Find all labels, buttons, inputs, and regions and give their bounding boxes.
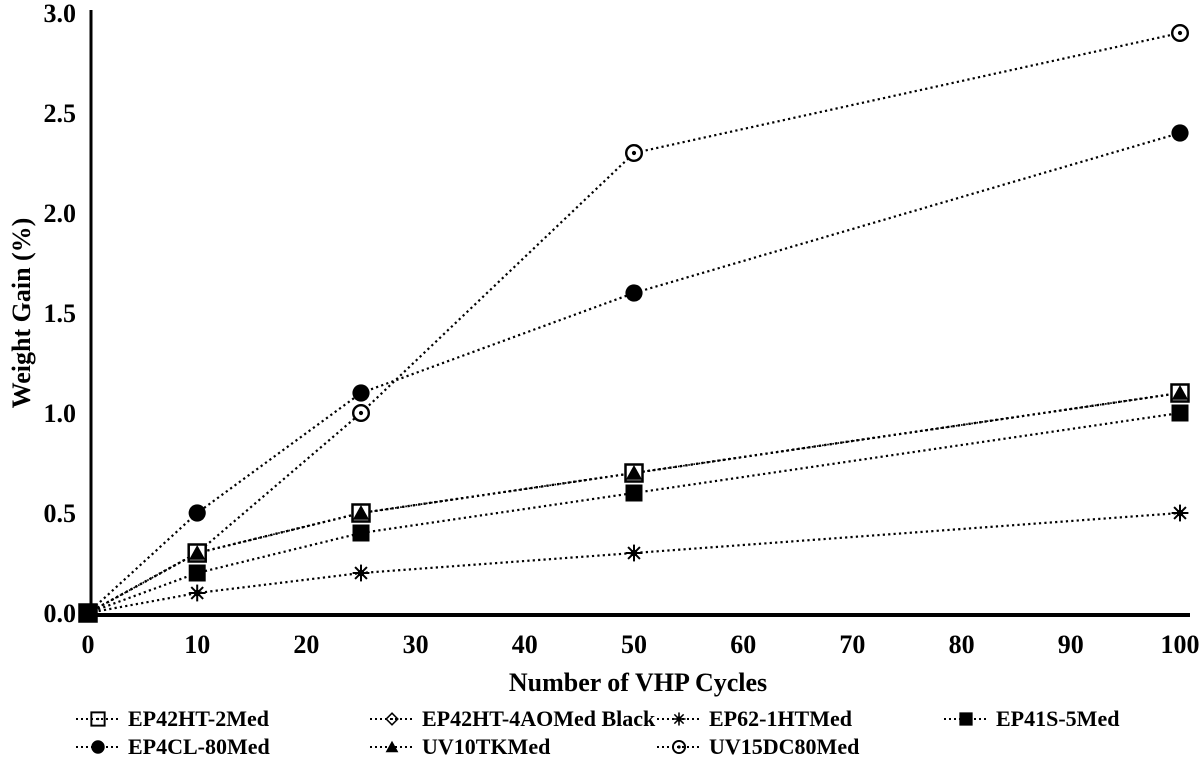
x-tick-label: 30 [403,630,429,659]
series-marker-filled-square [625,484,643,502]
plot-layer: 0.0 0.5 1.0 1.5 2.0 2.5 3.0 0 10 20 30 40 50 60 70 80 90… [44,0,1200,659]
series-line-6 [87,31,1181,614]
y-tick-label: 1.0 [44,399,77,428]
x-tick-label: 0 [82,630,95,659]
series-marker-asterisk [352,564,370,582]
x-tick-label: 20 [293,630,319,659]
y-tick-label: 3.0 [44,0,77,28]
y-tick-label: 0.0 [44,599,77,628]
x-tick-label: 100 [1161,630,1200,659]
series-line-1 [87,392,1181,614]
y-axis-title: Weight Gain (%) [7,218,36,409]
series-marker-asterisk [625,544,643,562]
series-marker-open-circle-dot [1170,24,1189,43]
series-marker-open-circle-dot [352,404,371,423]
y-tick-label: 2.0 [44,199,77,228]
series-marker-open-circle-dot [625,143,644,162]
series-marker-filled-circle [188,504,206,522]
x-axis-title: Number of VHP Cycles [509,668,767,697]
series-line-5 [87,391,1181,614]
series-marker-filled-circle [625,284,643,302]
series-line-4 [87,131,1181,614]
series-marker-filled-square [188,564,206,582]
series-marker-filled-triangle [79,605,97,620]
series-line-3 [87,411,1181,615]
series-marker-filled-circle [1171,124,1189,142]
x-tick-label: 60 [730,630,756,659]
series-marker-filled-square [1171,404,1189,422]
series-marker-filled-square [352,524,370,542]
x-tick-label: 10 [184,630,210,659]
series-marker-asterisk [1171,504,1189,522]
y-tick-label: 2.5 [44,99,77,128]
series-marker-filled-triangle [625,465,643,480]
x-tick-label: 40 [512,630,538,659]
x-tick-label: 80 [949,630,975,659]
series-marker-filled-circle [352,384,370,402]
y-tick-label: 1.5 [44,299,77,328]
x-tick-label: 70 [839,630,865,659]
series-marker-asterisk [188,584,206,602]
series-marker-filled-triangle [189,545,206,560]
series-line-2 [87,511,1181,615]
series-marker-filled-triangle [352,505,370,520]
series-marker-filled-triangle [1171,385,1189,400]
x-tick-label: 50 [621,630,647,659]
x-tick-label: 90 [1058,630,1084,659]
y-tick-label: 0.5 [44,499,77,528]
series-line-0 [87,391,1181,614]
